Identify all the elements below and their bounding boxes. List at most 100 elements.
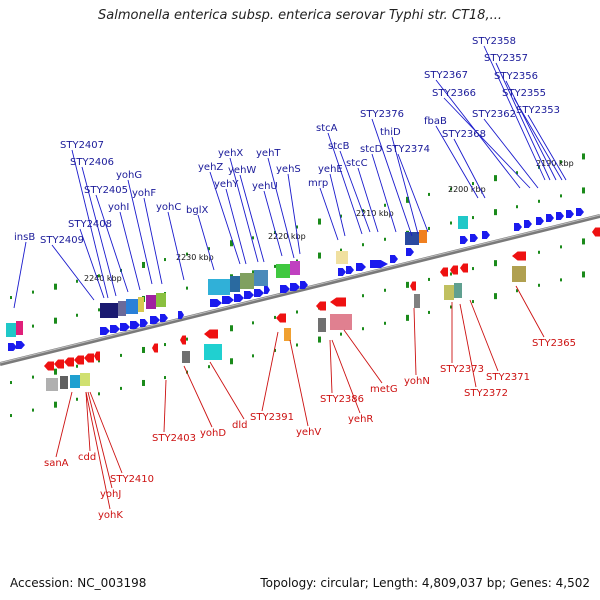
forward-gene-arrow[interactable] xyxy=(482,231,490,239)
forward-gene-arrow[interactable] xyxy=(120,323,130,331)
reverse-gene-label[interactable]: yohK xyxy=(98,510,123,521)
reverse-gene-label[interactable]: STY2365 xyxy=(532,338,576,349)
forward-gene-arrow[interactable] xyxy=(222,296,234,304)
forward-gene-arrow[interactable] xyxy=(160,314,168,322)
forward-gene-arrow[interactable] xyxy=(576,208,584,216)
forward-gene-arrow[interactable] xyxy=(346,266,354,274)
forward-gene-arrow[interactable] xyxy=(100,327,110,335)
forward-gene-label[interactable]: stcD xyxy=(360,144,383,155)
forward-gene-label[interactable]: mrp xyxy=(308,178,328,189)
reverse-gene-label[interactable]: cdd xyxy=(78,452,96,463)
forward-gene-label[interactable]: yohC xyxy=(156,202,181,213)
reverse-gene-arrow[interactable] xyxy=(512,251,526,261)
forward-gene-arrow[interactable] xyxy=(140,319,148,327)
forward-gene-arrow[interactable] xyxy=(150,316,160,324)
reverse-gene-arrow[interactable] xyxy=(592,227,600,237)
forward-gene-label[interactable]: STY2407 xyxy=(60,140,104,151)
forward-gene-arrow[interactable] xyxy=(546,214,554,222)
forward-gene-arrow[interactable] xyxy=(338,268,346,276)
reverse-gene-arrow[interactable] xyxy=(276,313,286,323)
forward-gene-arrow[interactable] xyxy=(556,212,564,220)
forward-gene-label[interactable]: yehE xyxy=(318,164,343,175)
forward-gene-arrow[interactable] xyxy=(8,343,17,351)
forward-gene-label[interactable]: STY2367 xyxy=(424,70,468,81)
forward-gene-arrow[interactable] xyxy=(390,255,398,263)
forward-gene-label[interactable]: yohF xyxy=(132,188,156,199)
forward-gene-label[interactable]: STY2357 xyxy=(484,53,528,64)
forward-gene-arrow[interactable] xyxy=(110,325,120,333)
forward-gene-arrow[interactable] xyxy=(254,289,264,297)
reverse-gene-arrow[interactable] xyxy=(316,301,326,311)
reverse-gene-arrow[interactable] xyxy=(74,355,84,365)
reverse-gene-arrow[interactable] xyxy=(440,267,448,277)
reverse-gene-arrow[interactable] xyxy=(180,335,186,345)
forward-gene-label[interactable]: STY2356 xyxy=(494,71,538,82)
forward-gene-arrow[interactable] xyxy=(234,294,244,302)
forward-gene-arrow[interactable] xyxy=(514,223,522,231)
forward-gene-label[interactable]: STY2408 xyxy=(68,219,112,230)
forward-gene-label[interactable]: STY2409 xyxy=(40,235,84,246)
forward-gene-arrow[interactable] xyxy=(566,210,574,218)
reverse-gene-label[interactable]: STY2372 xyxy=(464,388,508,399)
forward-gene-arrow[interactable] xyxy=(280,285,290,293)
forward-gene-label[interactable]: STY2368 xyxy=(442,129,486,140)
forward-gene-label[interactable]: yehT xyxy=(256,148,281,159)
forward-gene-arrow[interactable] xyxy=(290,283,300,291)
reverse-gene-label[interactable]: metG xyxy=(370,384,398,395)
reverse-gene-label[interactable]: STY2386 xyxy=(320,394,364,405)
forward-gene-label[interactable]: STY2355 xyxy=(502,88,546,99)
forward-gene-arrow[interactable] xyxy=(210,299,222,307)
forward-gene-arrow[interactable] xyxy=(178,311,184,319)
reverse-gene-arrow[interactable] xyxy=(204,329,218,339)
forward-gene-arrow[interactable] xyxy=(470,234,478,242)
reverse-gene-label[interactable]: yohN xyxy=(404,376,430,387)
forward-gene-label[interactable]: fbaB xyxy=(424,116,447,127)
forward-gene-label[interactable]: yehX xyxy=(218,148,243,159)
reverse-gene-label[interactable]: dld xyxy=(232,420,247,431)
forward-gene-label[interactable]: STY2405 xyxy=(84,185,128,196)
forward-gene-label[interactable]: STY2366 xyxy=(432,88,476,99)
forward-gene-arrow[interactable] xyxy=(16,341,25,349)
forward-gene-label[interactable]: yohI xyxy=(108,202,129,213)
forward-gene-label[interactable]: stcC xyxy=(346,158,368,169)
forward-gene-arrow[interactable] xyxy=(264,286,270,294)
forward-gene-arrow[interactable] xyxy=(524,220,532,228)
forward-gene-arrow[interactable] xyxy=(406,248,414,256)
forward-gene-arrow[interactable] xyxy=(300,281,308,289)
forward-gene-label[interactable]: STY2374 xyxy=(386,144,430,155)
forward-gene-label[interactable]: yehS xyxy=(276,164,301,175)
forward-gene-label[interactable]: bglX xyxy=(186,205,208,216)
forward-gene-arrow[interactable] xyxy=(460,236,468,244)
reverse-gene-arrow[interactable] xyxy=(410,281,416,291)
reverse-gene-label[interactable]: sanA xyxy=(44,458,69,469)
reverse-gene-arrow[interactable] xyxy=(44,361,54,371)
forward-gene-arrow[interactable] xyxy=(356,263,366,271)
reverse-gene-arrow[interactable] xyxy=(460,263,468,273)
forward-gene-label[interactable]: STY2362 xyxy=(472,109,516,120)
reverse-gene-arrow[interactable] xyxy=(94,351,100,361)
reverse-gene-label[interactable]: yohD xyxy=(200,428,226,439)
forward-gene-arrow[interactable] xyxy=(244,291,254,299)
forward-gene-label[interactable]: STY2353 xyxy=(516,105,560,116)
reverse-gene-label[interactable]: STY2373 xyxy=(440,364,484,375)
reverse-gene-label[interactable]: yehV xyxy=(296,427,321,438)
forward-gene-label[interactable]: STY2358 xyxy=(472,36,516,47)
reverse-gene-arrow[interactable] xyxy=(84,353,94,363)
reverse-gene-label[interactable]: STY2391 xyxy=(250,412,294,423)
forward-gene-label[interactable]: stcA xyxy=(316,123,338,134)
forward-gene-label[interactable]: STY2376 xyxy=(360,109,404,120)
reverse-gene-label[interactable]: yehR xyxy=(348,414,373,425)
forward-gene-label[interactable]: STY2406 xyxy=(70,157,114,168)
reverse-gene-label[interactable]: STY2371 xyxy=(486,372,530,383)
reverse-gene-label[interactable]: yohJ xyxy=(100,489,121,500)
forward-gene-label[interactable]: yehW xyxy=(228,165,256,176)
forward-gene-arrow[interactable] xyxy=(536,217,544,225)
reverse-gene-arrow[interactable] xyxy=(152,343,158,353)
reverse-gene-arrow[interactable] xyxy=(450,265,458,275)
forward-gene-label[interactable]: yehZ xyxy=(198,162,223,173)
forward-gene-label[interactable]: thiD xyxy=(380,127,401,138)
forward-gene-label[interactable]: insB xyxy=(14,232,35,243)
reverse-gene-arrow[interactable] xyxy=(64,357,74,367)
forward-gene-label[interactable]: yohG xyxy=(116,170,142,181)
reverse-gene-arrow[interactable] xyxy=(330,297,346,307)
